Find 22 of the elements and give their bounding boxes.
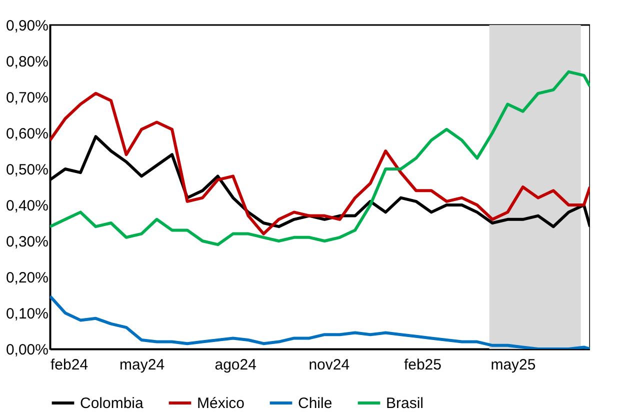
y-tick-label: 0,10% (6, 306, 48, 322)
y-tick-label: 0,00% (6, 342, 48, 358)
line-series (50, 92, 590, 236)
legend-label: México (197, 395, 245, 412)
line-series (50, 70, 590, 246)
legend-label: Chile (298, 395, 332, 412)
x-tick-label: may24 (120, 356, 165, 374)
x-tick-label: feb25 (404, 356, 442, 374)
x-tick-label: may25 (490, 356, 536, 374)
x-tick-label: ago24 (214, 356, 256, 374)
x-tick-label: feb24 (50, 356, 88, 374)
y-tick-label: 0,30% (6, 234, 48, 250)
y-tick-label: 0,50% (6, 162, 48, 178)
y-tick-label: 0,20% (6, 270, 48, 286)
y-tick-label: 0,70% (6, 90, 48, 106)
y-tick-label: 0,40% (6, 198, 48, 214)
legend-label: Brasil (386, 395, 424, 412)
legend-label: Colombia (80, 395, 144, 412)
x-tick-label: nov24 (308, 356, 350, 374)
y-tick-label: 0,80% (6, 54, 48, 70)
y-tick-label: 0,60% (6, 126, 48, 142)
y-tick-label: 0,90% (6, 18, 48, 34)
